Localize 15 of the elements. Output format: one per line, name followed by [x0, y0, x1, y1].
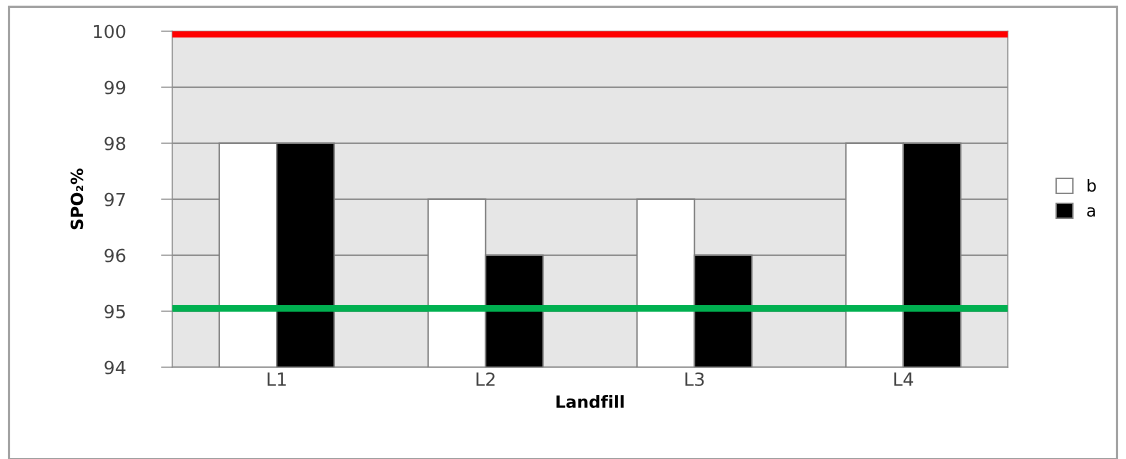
y-tick-label: 99: [104, 80, 126, 95]
y-tick-label: 95: [104, 304, 125, 319]
x-tick-label: L1: [267, 372, 286, 386]
y-axis-title: SPO₂%: [70, 168, 84, 230]
x-tick-label: L4: [894, 372, 914, 386]
y-tick-label: 98: [104, 136, 126, 151]
x-tick-label: L2: [476, 372, 495, 386]
legend-label: b: [1087, 178, 1096, 192]
y-tick-label: 97: [104, 192, 125, 207]
y-tick-label: 94: [104, 360, 126, 375]
y-tick-label: 96: [104, 248, 126, 263]
x-axis-title: Landfill: [556, 395, 624, 408]
legend-label: a: [1087, 207, 1095, 217]
x-tick-label: L3: [685, 372, 704, 387]
y-tick-label: 100: [93, 24, 126, 39]
